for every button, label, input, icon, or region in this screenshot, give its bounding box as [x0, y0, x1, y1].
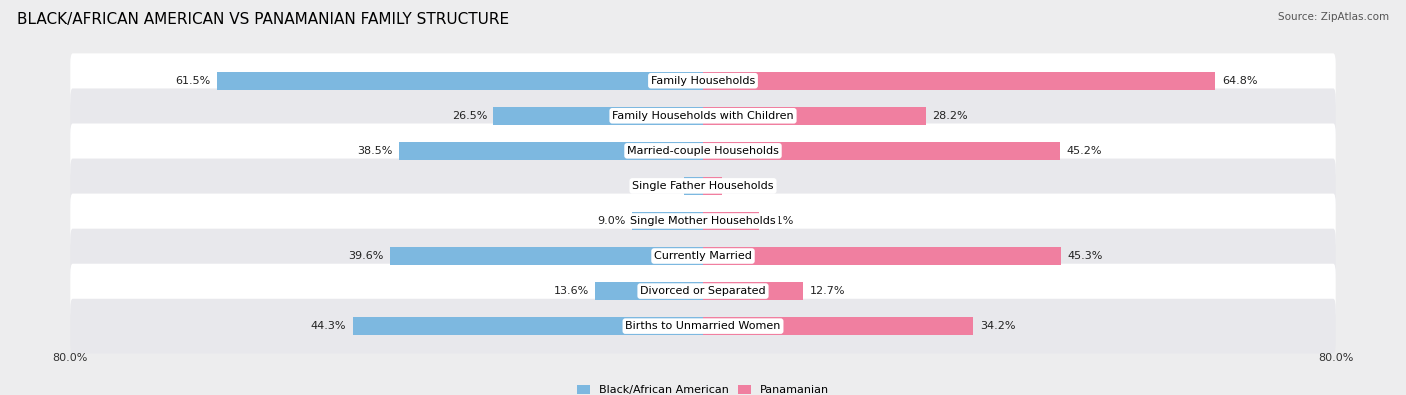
Legend: Black/African American, Panamanian: Black/African American, Panamanian: [572, 380, 834, 395]
Bar: [685, 177, 703, 195]
Bar: [703, 177, 723, 195]
Text: 28.2%: 28.2%: [932, 111, 967, 121]
FancyBboxPatch shape: [70, 88, 1336, 143]
Bar: [353, 317, 703, 335]
Text: 9.0%: 9.0%: [598, 216, 626, 226]
FancyBboxPatch shape: [70, 124, 1336, 178]
Text: Currently Married: Currently Married: [654, 251, 752, 261]
Bar: [389, 247, 703, 265]
Text: Single Mother Households: Single Mother Households: [630, 216, 776, 226]
Text: Births to Unmarried Women: Births to Unmarried Women: [626, 321, 780, 331]
FancyBboxPatch shape: [70, 299, 1336, 354]
Bar: [703, 71, 1215, 90]
FancyBboxPatch shape: [70, 158, 1336, 213]
Text: Source: ZipAtlas.com: Source: ZipAtlas.com: [1278, 12, 1389, 22]
Text: Married-couple Households: Married-couple Households: [627, 146, 779, 156]
Text: BLACK/AFRICAN AMERICAN VS PANAMANIAN FAMILY STRUCTURE: BLACK/AFRICAN AMERICAN VS PANAMANIAN FAM…: [17, 12, 509, 27]
Text: Family Households with Children: Family Households with Children: [612, 111, 794, 121]
Text: 38.5%: 38.5%: [357, 146, 392, 156]
Text: 34.2%: 34.2%: [980, 321, 1015, 331]
Text: Divorced or Separated: Divorced or Separated: [640, 286, 766, 296]
Text: 39.6%: 39.6%: [349, 251, 384, 261]
Text: 2.4%: 2.4%: [728, 181, 756, 191]
Bar: [703, 317, 973, 335]
Bar: [703, 247, 1062, 265]
Bar: [703, 282, 803, 300]
Text: 12.7%: 12.7%: [810, 286, 845, 296]
Text: 64.8%: 64.8%: [1222, 76, 1257, 86]
Text: 2.4%: 2.4%: [650, 181, 678, 191]
Text: 45.3%: 45.3%: [1067, 251, 1102, 261]
Bar: [703, 107, 927, 125]
FancyBboxPatch shape: [70, 194, 1336, 248]
Text: 44.3%: 44.3%: [311, 321, 346, 331]
FancyBboxPatch shape: [70, 53, 1336, 108]
Bar: [596, 282, 703, 300]
Text: 26.5%: 26.5%: [451, 111, 486, 121]
Text: 61.5%: 61.5%: [174, 76, 211, 86]
Bar: [398, 142, 703, 160]
Bar: [703, 142, 1060, 160]
Text: Family Households: Family Households: [651, 76, 755, 86]
Text: 45.2%: 45.2%: [1067, 146, 1102, 156]
Bar: [494, 107, 703, 125]
Bar: [217, 71, 703, 90]
FancyBboxPatch shape: [70, 229, 1336, 283]
Bar: [631, 212, 703, 230]
FancyBboxPatch shape: [70, 264, 1336, 318]
Bar: [703, 212, 759, 230]
Text: 7.1%: 7.1%: [765, 216, 794, 226]
Text: Single Father Households: Single Father Households: [633, 181, 773, 191]
Text: 13.6%: 13.6%: [554, 286, 589, 296]
